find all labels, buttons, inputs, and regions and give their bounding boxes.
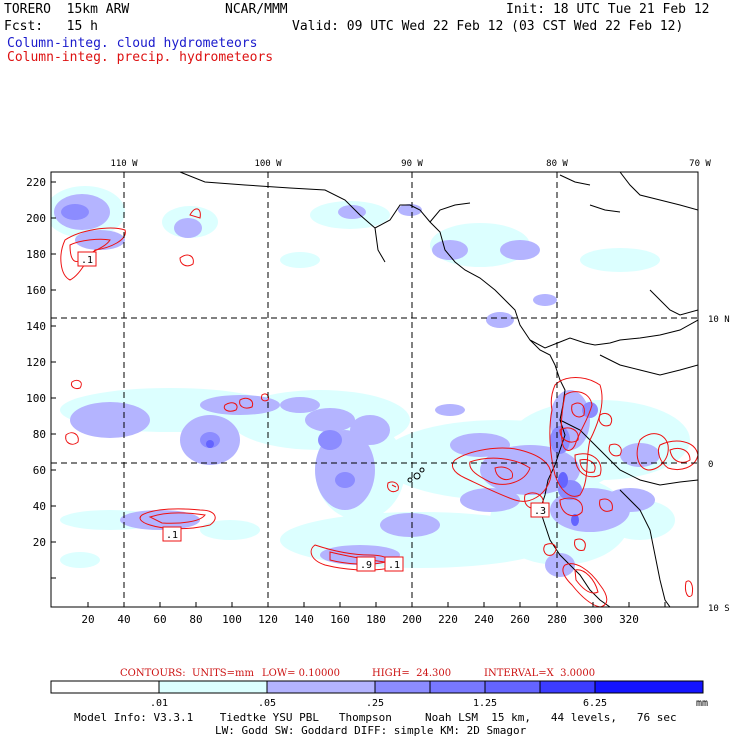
color-bar-label: 6.25	[583, 698, 607, 709]
y-tick-label: 40	[33, 500, 46, 513]
valid-time: Valid: 09 UTC Wed 22 Feb 12 (03 CST Wed …	[292, 19, 684, 34]
y-tick-label: 160	[26, 284, 46, 297]
x-tick-label: 240	[474, 613, 494, 626]
x-tick-label: 220	[438, 613, 458, 626]
y-tick-label: 60	[33, 464, 46, 477]
map-frame	[50, 171, 699, 608]
lat-label: 10 N	[708, 315, 730, 325]
contour-label: .1	[81, 255, 93, 266]
color-bar-segment	[429, 680, 486, 694]
x-tick-label: 20	[81, 613, 94, 626]
color-bar-label: 1.25	[473, 698, 497, 709]
contour-info-interval: INTERVAL=X 3.0000	[484, 668, 596, 679]
contour-info-units: UNITS=mm	[192, 668, 254, 679]
latlon-grid	[51, 172, 698, 607]
contour-label: .1	[166, 530, 178, 541]
legend-cloud: Column-integ. cloud hydrometeors	[7, 36, 258, 51]
contour-label: .9	[360, 560, 372, 571]
color-bar	[50, 680, 704, 694]
contour-info-low: LOW= 0.10000	[262, 668, 341, 679]
x-tick-label: 60	[153, 613, 166, 626]
x-tick-label: 180	[366, 613, 386, 626]
lon-label: 70 W	[689, 159, 711, 169]
lon-label: 80 W	[546, 159, 568, 169]
y-tick-label: 140	[26, 320, 46, 333]
color-bar-segment	[266, 680, 376, 694]
color-bar-label: .25	[366, 698, 384, 709]
color-bar-segment	[484, 680, 541, 694]
model-info-line1: Model Info: V3.3.1 Tiedtke YSU PBL Thomp…	[74, 711, 677, 724]
color-bar-segment	[158, 680, 268, 694]
contour-label: .3	[534, 506, 546, 517]
x-tick-label: 260	[510, 613, 530, 626]
lat-label: 10 S	[708, 604, 730, 614]
color-bar-segment	[50, 680, 160, 694]
x-tick-label: 320	[619, 613, 639, 626]
contour-info-high: HIGH= 24.300	[372, 668, 452, 679]
tick-marks	[51, 181, 666, 607]
contour-label-boxes	[77, 251, 550, 572]
y-tick-label: 120	[26, 356, 46, 369]
precip-contours	[60, 208, 698, 607]
color-bar-segment	[594, 680, 704, 694]
contour-label: .1	[388, 560, 400, 571]
model-info-line2: LW: Godd SW: Goddard DIFF: simple KM: 2D…	[215, 724, 527, 737]
color-bar-label: .01	[150, 698, 168, 709]
legend-precip: Column-integ. precip. hydrometeors	[7, 50, 274, 65]
y-tick-label: 180	[26, 248, 46, 261]
color-bar-label: .05	[258, 698, 276, 709]
x-tick-label: 140	[294, 613, 314, 626]
y-tick-label: 220	[26, 176, 46, 189]
y-tick-label: 100	[26, 392, 46, 405]
y-tick-label: 200	[26, 212, 46, 225]
y-tick-label: 20	[33, 536, 46, 549]
x-tick-label: 280	[547, 613, 567, 626]
model-title: TORERO 15km ARW	[4, 2, 130, 17]
x-tick-label: 80	[189, 613, 202, 626]
contour-info-contours: CONTOURS:	[120, 668, 186, 679]
forecast-hour: Fcst: 15 h	[4, 19, 98, 34]
x-tick-label: 160	[330, 613, 350, 626]
color-bar-segment	[374, 680, 431, 694]
lat-label: 0	[708, 460, 713, 470]
color-bar-unit: mm	[696, 698, 708, 709]
org-label: NCAR/MMM	[225, 2, 288, 17]
x-tick-label: 300	[583, 613, 603, 626]
color-bar-segment	[539, 680, 596, 694]
y-tick-label: 80	[33, 428, 46, 441]
x-tick-label: 120	[258, 613, 278, 626]
lon-label: 110 W	[110, 159, 138, 169]
init-time: Init: 18 UTC Tue 21 Feb 12	[506, 2, 710, 17]
lon-label: 100 W	[254, 159, 282, 169]
lon-label: 90 W	[401, 159, 423, 169]
x-tick-label: 200	[402, 613, 422, 626]
x-tick-label: 40	[117, 613, 130, 626]
x-tick-label: 100	[222, 613, 242, 626]
